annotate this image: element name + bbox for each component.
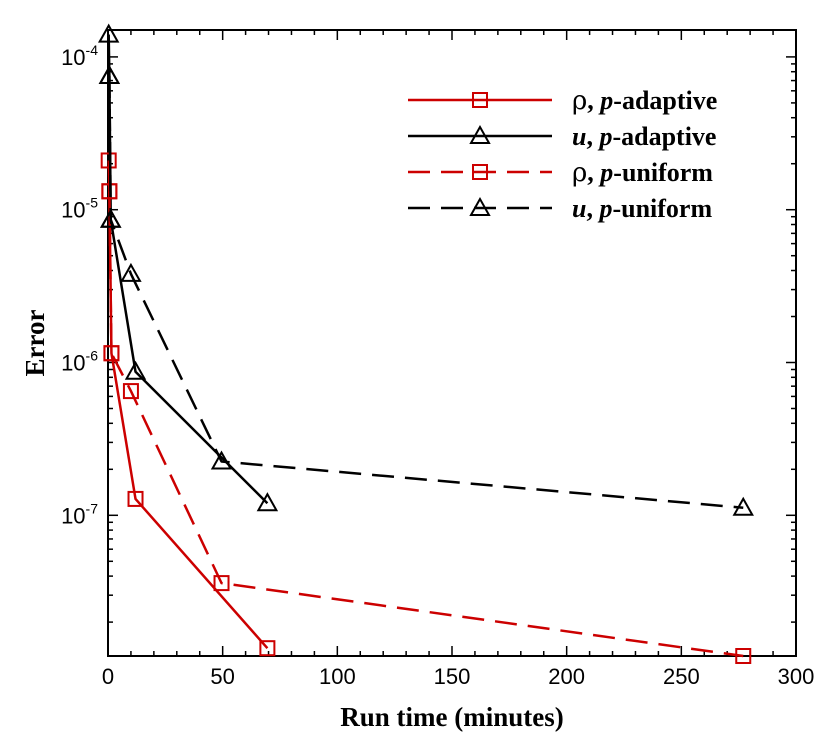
- x-tick-label: 100: [319, 664, 356, 689]
- legend-p: p: [597, 122, 612, 151]
- legend-marker: [469, 124, 491, 144]
- legend-suffix: -adaptive: [613, 86, 717, 115]
- legend-variable: p: [598, 86, 613, 115]
- data-point-marker: [259, 640, 276, 657]
- y-tick-label: 10-7: [61, 500, 98, 528]
- y-tick-label: 10-4: [61, 42, 98, 70]
- data-point-marker: [210, 450, 233, 470]
- y-tick-exponent: -4: [86, 42, 99, 58]
- series-2: [101, 183, 752, 664]
- data-point-marker: [100, 152, 117, 169]
- legend-marker: [469, 196, 491, 216]
- legend-entry: ρ, p-adaptive: [408, 86, 717, 116]
- legend-variable: u: [572, 122, 586, 151]
- legend-suffix: -adaptive: [612, 122, 716, 151]
- y-tick-exponent: -7: [86, 500, 99, 516]
- data-point-marker: [122, 383, 139, 400]
- legend-symbol: ρ: [572, 86, 587, 116]
- y-tick-exponent: -5: [86, 195, 99, 211]
- series-line: [107, 160, 269, 650]
- legend-label: ρ, p-adaptive: [572, 86, 717, 116]
- series-line: [108, 191, 744, 658]
- y-tick-label: 10-6: [61, 348, 98, 376]
- data-point-marker: [732, 496, 754, 516]
- legend-variable: u: [572, 194, 586, 223]
- legend-label: ρ, p-uniform: [572, 158, 713, 188]
- data-point-marker: [256, 492, 279, 512]
- legend-symbol: ρ: [572, 158, 587, 188]
- data-point-marker: [98, 64, 121, 84]
- legend-separator: ,: [586, 194, 599, 223]
- legend-marker: [472, 164, 488, 180]
- data-point-marker: [124, 360, 147, 380]
- x-tick-label: 250: [663, 664, 700, 689]
- y-tick-base: 10: [61, 198, 85, 223]
- series-3: [98, 64, 754, 516]
- x-tick-label: 0: [102, 664, 114, 689]
- legend-marker: [472, 92, 488, 108]
- x-tick-label: 150: [434, 664, 471, 689]
- data-point-marker: [127, 490, 144, 507]
- legend-separator: ,: [587, 86, 600, 115]
- legend-label: u, p-uniform: [572, 194, 712, 223]
- series-0: [100, 152, 276, 657]
- legend-entry: ρ, p-uniform: [408, 158, 713, 188]
- data-point-marker: [103, 345, 120, 362]
- y-tick-base: 10: [61, 351, 85, 376]
- y-axis-title: Error: [20, 310, 50, 377]
- series-line: [108, 75, 744, 510]
- data-point-marker: [735, 648, 752, 664]
- data-point-marker: [100, 208, 122, 228]
- legend-separator: ,: [586, 122, 599, 151]
- y-tick-base: 10: [61, 45, 85, 70]
- legend-p: p: [597, 194, 612, 223]
- x-tick-label: 50: [210, 664, 234, 689]
- data-point-marker: [97, 23, 120, 43]
- x-tick-label: 300: [778, 664, 815, 689]
- legend-suffix: -uniform: [613, 158, 713, 187]
- x-axis-title: Run time (minutes): [340, 702, 564, 732]
- x-tick-label: 200: [548, 664, 585, 689]
- legend-separator: ,: [587, 158, 600, 187]
- series-layer: [97, 23, 754, 664]
- legend-entry: u, p-adaptive: [408, 122, 716, 151]
- legend-label: u, p-adaptive: [572, 122, 716, 151]
- y-tick-base: 10: [61, 503, 85, 528]
- data-point-marker: [120, 262, 142, 282]
- data-point-marker: [213, 575, 230, 592]
- y-tick-label: 10-5: [61, 195, 98, 223]
- y-tick-exponent: -6: [86, 348, 99, 364]
- legend-suffix: -uniform: [612, 194, 712, 223]
- legend-variable: p: [598, 158, 613, 187]
- legend-entry: u, p-uniform: [408, 194, 712, 223]
